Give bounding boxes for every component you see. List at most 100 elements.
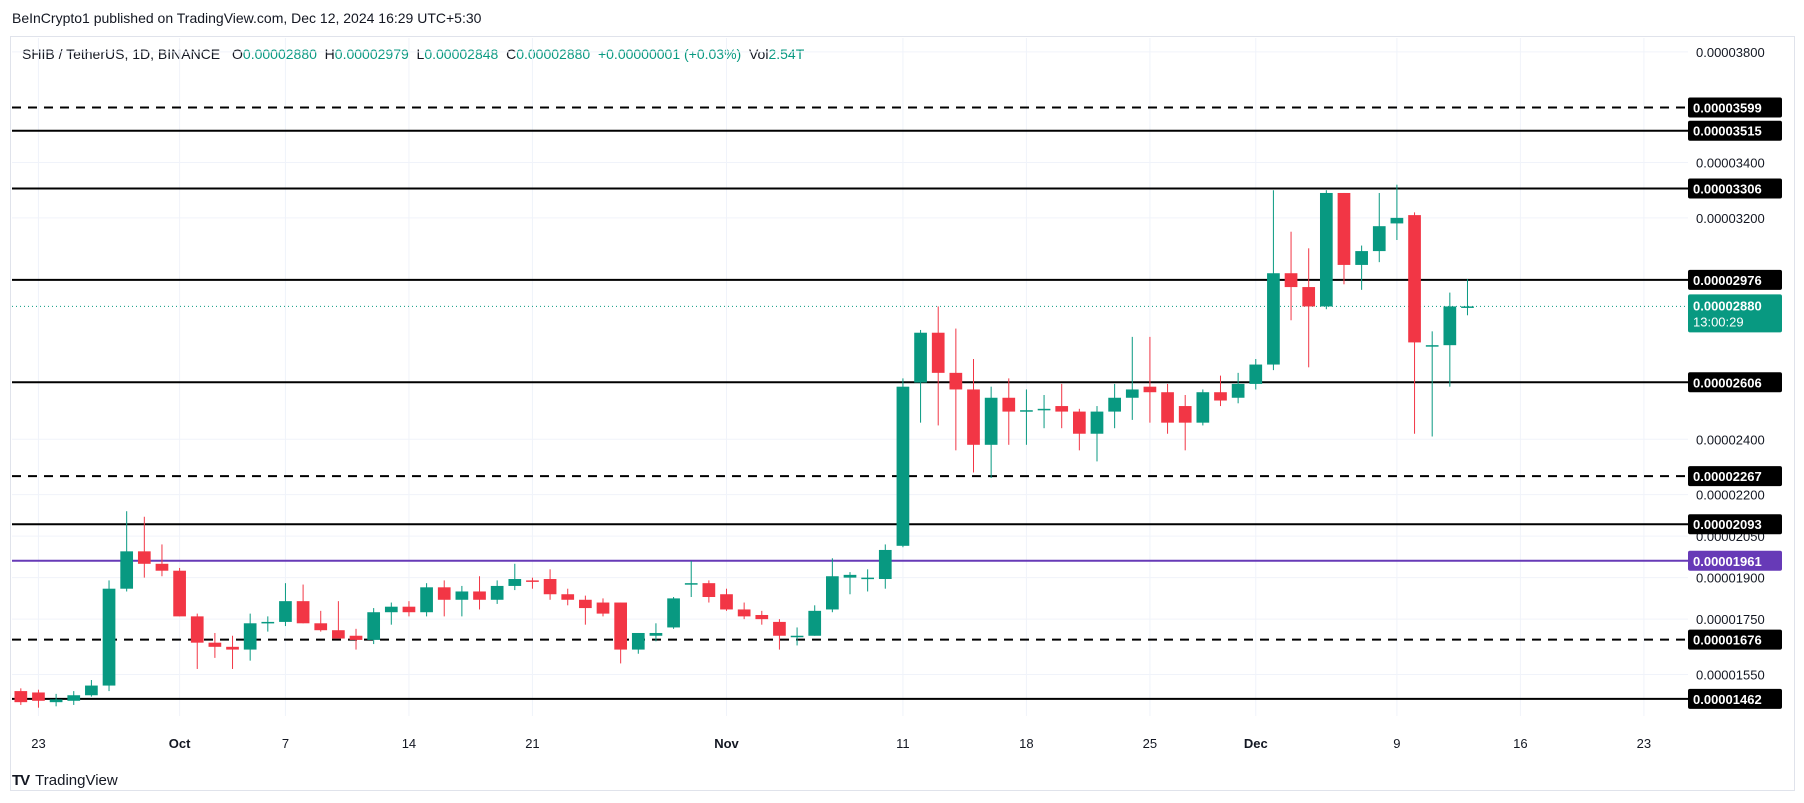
candle [755,610,769,625]
candle-body [914,332,927,383]
candle-body [543,579,557,595]
chart-frame[interactable] [10,36,1795,791]
candle-body [1020,410,1033,412]
candle [826,558,839,613]
candle-body [790,635,804,638]
candle [1355,245,1368,290]
close-value: 0.00002880 [516,46,591,62]
high-label: H [324,46,335,62]
candle [367,608,381,645]
candle-body [1337,192,1351,265]
candle-body [1408,215,1421,343]
time-tick-label: 14 [402,736,416,751]
level-tag: 0.00002976 [1688,269,1782,290]
price-tick-label: 0.00002200 [1696,488,1765,503]
candle [1108,383,1121,429]
candle [1143,336,1157,423]
candle [1196,389,1210,426]
candle-body [1055,406,1069,412]
candle-body [1372,226,1386,252]
symbol-title[interactable]: SHIB / TetherUS, 1D, BINANCE [22,46,221,62]
candle [1231,372,1245,404]
candle [349,628,363,650]
level-tag-label: 0.00003306 [1693,182,1762,197]
candle-body [720,594,733,610]
candle [526,577,539,589]
level-tag-bg [1688,688,1782,709]
time-tick-label: 23 [1637,736,1651,751]
candle [137,516,151,578]
candle [1090,406,1104,462]
candle [1214,375,1227,407]
candle-body [649,632,663,636]
candle [1461,279,1474,316]
candle-body [173,570,186,617]
tradingview-logo-text: TradingView [35,772,118,789]
candle [543,569,557,600]
time-tick-label: 16 [1513,736,1527,751]
time-tick-label: 9 [1393,736,1400,751]
candle [85,680,98,697]
candle-body [1249,364,1263,384]
candle-body [508,579,522,586]
candle-body [190,616,204,643]
candle-body [1072,411,1086,434]
candle-body [949,372,963,390]
price-tick-label: 0.00003400 [1696,156,1765,171]
candle [843,572,857,595]
candle [1249,359,1263,390]
candle-body [702,583,716,598]
price-tick-label: 0.00002400 [1696,432,1765,447]
candle-body [1037,408,1051,411]
level-tag-bg [1688,629,1782,650]
candle [561,588,575,606]
candle [14,688,28,705]
candle-body [137,551,151,564]
level-tag-bg [1688,120,1782,141]
candle-body [896,386,910,546]
candle [155,544,169,577]
candle [67,691,81,705]
level-tag: 0.00001676 [1688,629,1782,650]
candle-body [614,602,628,650]
level-lines [12,106,1688,700]
volume-label: Vol [748,46,769,62]
candle [437,580,451,617]
level-tag-bg [1688,97,1782,118]
candle [984,386,998,479]
candle [384,602,398,625]
candle-body [1355,251,1368,265]
candle-body [1108,397,1121,412]
candle [878,544,892,589]
candle-body [1231,383,1245,398]
level-tag-label: 0.00003515 [1693,124,1762,139]
candle [931,306,945,426]
candle-body [1178,406,1192,423]
candle [1055,383,1069,429]
time-tick-label: 23 [31,736,45,751]
candle-body [1090,411,1104,434]
candle [720,588,733,611]
candle-body [1461,306,1474,308]
level-tag: 0.00001462 [1688,688,1782,709]
candle-body [561,594,575,600]
candle [1284,231,1298,321]
candle-body [296,601,310,624]
open-value: 0.00002880 [242,46,317,62]
candle-body [261,621,275,624]
candle [102,580,116,692]
time-tick-label: 11 [896,736,910,751]
candle [1037,394,1051,429]
candle-body [667,598,680,628]
candle-body [1390,217,1404,224]
tradingview-logo[interactable]: TV TradingView [12,772,118,789]
level-tag-bg [1688,514,1782,535]
candle-body [367,612,381,640]
candle-body [455,591,469,600]
level-tag-bg [1688,178,1782,199]
candle-body [1425,345,1439,347]
symbol-legend: SHIB / TetherUS, 1D, BINANCE O0.00002880… [22,46,804,62]
candle [49,693,63,707]
price-tick-label: 0.00001550 [1696,667,1765,682]
